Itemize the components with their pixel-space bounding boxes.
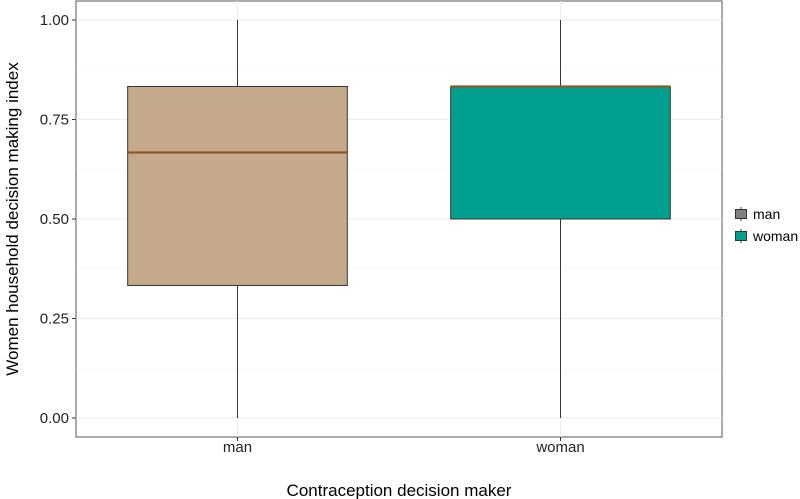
legend-label-man: man [753, 206, 780, 222]
y-tick-label-3: 0.75 [40, 112, 69, 129]
legend-item-woman: woman [735, 228, 798, 244]
legend-label-woman: woman [752, 228, 798, 244]
legend-key-man [735, 209, 747, 219]
box-woman [450, 20, 671, 418]
box-body-woman [450, 85, 671, 220]
y-axis-title: Women household decision making index [3, 62, 22, 376]
x-axis-title: Contraception decision maker [287, 481, 512, 499]
y-axis: 0.00 0.25 0.50 0.75 1.00 [40, 12, 76, 427]
y-tick-label-4: 1.00 [40, 12, 69, 29]
y-tick-label-1: 0.25 [40, 311, 69, 328]
legend-item-man: man [735, 206, 780, 222]
y-tick-label-2: 0.50 [40, 211, 69, 228]
x-tick-label-0: man [223, 439, 252, 456]
boxes [127, 20, 671, 418]
box-body-man [127, 85, 348, 286]
box-man [127, 20, 348, 418]
x-tick-label-1: woman [535, 439, 584, 456]
legend: man woman [735, 206, 798, 244]
legend-key-woman [735, 231, 747, 241]
y-tick-label-0: 0.00 [40, 410, 69, 427]
x-axis: man woman [223, 437, 585, 456]
